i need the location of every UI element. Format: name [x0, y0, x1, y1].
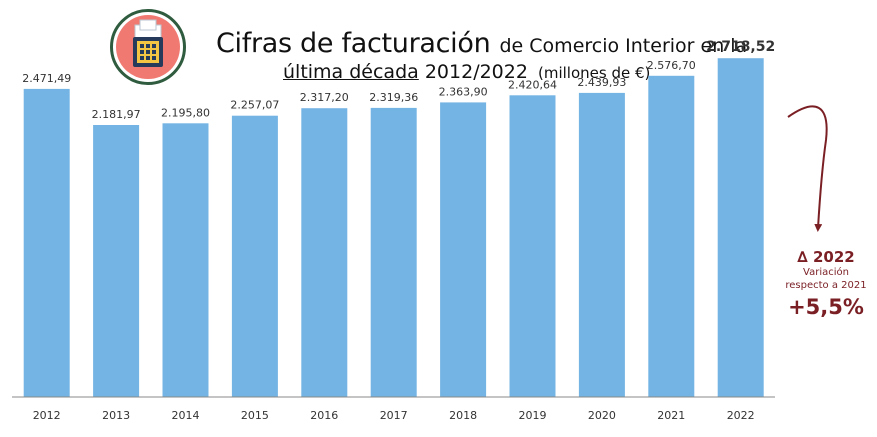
x-tick-2021: 2021: [657, 409, 685, 422]
x-tick-2020: 2020: [588, 409, 616, 422]
title-rest: de Comercio Interior en la: [499, 35, 748, 57]
data-label-2020: 2.439,93: [577, 76, 626, 89]
chart-title: Cifras de facturación de Comercio Interi…: [216, 28, 747, 59]
bar-2014: [162, 123, 209, 398]
data-label-2016: 2.317,20: [300, 91, 349, 104]
x-tick-2016: 2016: [310, 409, 338, 422]
x-tick-2014: 2014: [172, 409, 200, 422]
x-tick-2019: 2019: [519, 409, 547, 422]
variation-note-line1: Variación: [803, 267, 849, 278]
data-label-2019: 2.420,64: [508, 78, 557, 91]
x-tick-2022: 2022: [727, 409, 755, 422]
variation-percent: +5,5%: [788, 295, 864, 319]
bar-2013: [93, 125, 140, 397]
title-underlined: última década: [283, 61, 419, 83]
x-tick-2018: 2018: [449, 409, 477, 422]
bar-2022: [717, 58, 764, 397]
bar-2017: [370, 107, 417, 398]
data-label-2013: 2.181,97: [92, 108, 141, 121]
data-label-2018: 2.363,90: [439, 85, 488, 98]
x-tick-2017: 2017: [380, 409, 408, 422]
chart-subtitle: última década 2012/2022 (millones de €): [283, 61, 650, 83]
bar-2021: [648, 75, 695, 398]
cash-register-graphic: [116, 15, 180, 79]
delta-label: ∆ 2022: [797, 248, 855, 266]
bar-2020: [578, 92, 625, 398]
title-main: Cifras de facturación: [216, 28, 491, 59]
title-units: (millones de €): [538, 64, 651, 82]
data-label-2021: 2.576,70: [647, 59, 696, 72]
x-tick-2012: 2012: [33, 409, 61, 422]
variation-annotation: ∆ 2022 Variación respecto a 2021 +5,5%: [780, 248, 872, 319]
data-label-2015: 2.257,07: [230, 99, 279, 112]
bar-2012: [23, 88, 70, 398]
bar-2015: [231, 115, 278, 397]
data-label-2012: 2.471,49: [22, 72, 71, 85]
trend-arrow: [787, 105, 828, 232]
cash-register-icon: [110, 9, 186, 85]
x-tick-2015: 2015: [241, 409, 269, 422]
bar-2018: [440, 102, 487, 398]
x-tick-2013: 2013: [102, 409, 130, 422]
bar-2019: [509, 95, 556, 398]
title-period: 2012/2022: [424, 61, 528, 83]
data-label-2014: 2.195,80: [161, 106, 210, 119]
bar-2016: [301, 108, 348, 397]
data-label-2022: 2.718,52: [706, 39, 775, 55]
variation-note-line2: respecto a 2021: [785, 280, 867, 291]
data-label-2017: 2.319,36: [369, 91, 418, 104]
